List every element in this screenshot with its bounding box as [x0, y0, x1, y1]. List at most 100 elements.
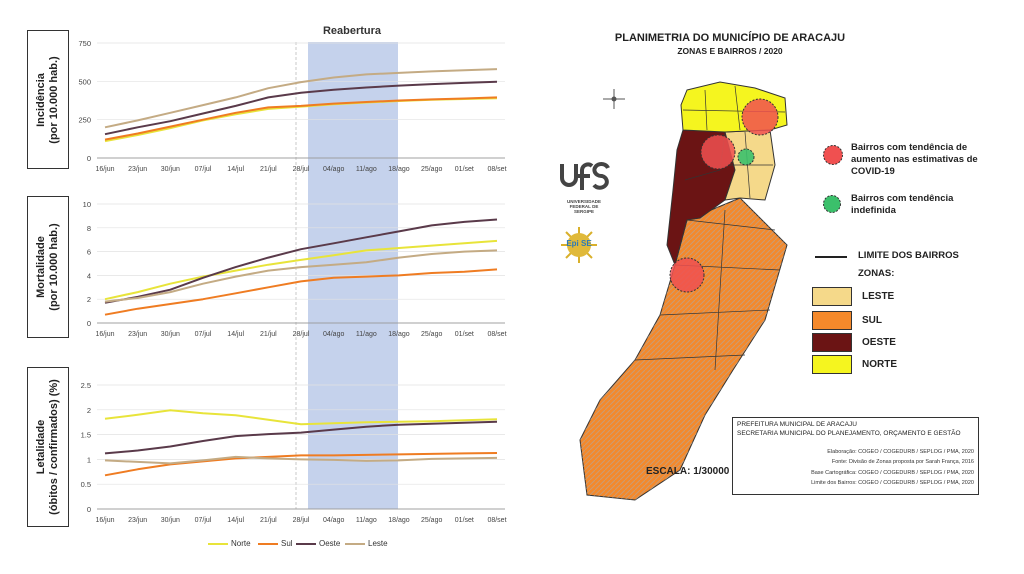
zone-sul-label: SUL — [862, 315, 882, 326]
increase-legend-label: Bairros com tendência de aumento nas est… — [851, 142, 978, 177]
legend-oeste: Oeste — [296, 539, 340, 548]
y-tick-label-p0-2: 500 — [78, 77, 91, 86]
legend-leste-label: Leste — [368, 539, 388, 548]
x-tick-label-p0-10: 25/ago — [421, 166, 443, 173]
legend-leste: Leste — [345, 539, 388, 548]
x-tick-label-p2-3: 07/jul — [195, 517, 212, 524]
limit-legend-line — [815, 256, 847, 258]
x-tick-label-p2-11: 01/set — [455, 517, 474, 524]
map-title: PLANIMETRIA DO MUNICÍPIO DE ARACAJU — [614, 32, 846, 44]
x-tick-label-p1-3: 07/jul — [195, 331, 212, 338]
zone-norte-swatch — [812, 355, 852, 374]
x-tick-label-p2-5: 21/jul — [260, 517, 277, 524]
legend-sul-label: Sul — [281, 539, 293, 548]
increase-circle-2 — [700, 134, 736, 170]
increase-legend-icon — [823, 145, 843, 165]
legend-oeste-label: Oeste — [319, 539, 341, 548]
zone-oeste-swatch — [812, 333, 852, 352]
episerg-logo-text: Epi SE — [566, 239, 592, 248]
y-tick-label-p2-1: 0.5 — [81, 480, 91, 489]
y-tick-label-p1-0: 0 — [87, 319, 91, 328]
x-tick-label-p0-6: 28/jul — [293, 166, 310, 173]
undefined-legend-icon — [823, 195, 841, 213]
legend-oeste-swatch — [296, 542, 316, 545]
zone-legend-norte: NORTE — [812, 355, 897, 374]
legend-sul: Sul — [258, 539, 293, 548]
series-line-norte-p1 — [104, 239, 498, 301]
series-line-oeste-p1 — [104, 218, 498, 304]
x-tick-label-p2-0: 16/jun — [95, 517, 114, 524]
credits-title-2: SECRETARIA MUNICIPAL DO PLANEJAMENTO, OR… — [737, 430, 961, 437]
y-tick-label-p2-2: 1 — [87, 455, 91, 464]
y-label-box-mortality: Mortalidade (por 10.000 hab.) — [27, 196, 69, 338]
x-tick-label-p0-7: 04/ago — [323, 166, 345, 173]
x-tick-label-p1-11: 01/set — [455, 331, 474, 338]
undefined-legend-label: Bairros com tendência indefinida — [851, 193, 954, 216]
x-tick-label-p2-8: 11/ago — [356, 517, 377, 524]
series-line-leste-p0 — [104, 68, 498, 129]
x-tick-label-p1-2: 30/jun — [161, 331, 180, 338]
credits-box: PREFEITURA MUNICIPAL DE ARACAJU SECRETAR… — [732, 417, 979, 495]
x-tick-label-p1-4: 14/jul — [227, 331, 244, 338]
series-line-sul-p0 — [104, 96, 498, 141]
limit-legend-label: LIMITE DOS BAIRROS — [858, 250, 959, 261]
ufs-logo: UNIVERSIDADE FEDERAL DE SERGIPE — [556, 160, 612, 214]
zone-leste-swatch — [812, 287, 852, 306]
increase-circle-1 — [741, 98, 779, 136]
credits-line-3: Base Cartográfica: COGEO / COGEDURB / SE… — [811, 470, 974, 476]
virus-icon — [561, 227, 597, 263]
x-tick-label-p1-1: 23/jun — [128, 331, 147, 338]
y-label-box-incidence: Incidência (por 10.000 hab.) — [27, 30, 69, 169]
credits-line-1: Elaboração: COGEO / COGEDURB / SEPLOG / … — [827, 449, 974, 455]
x-tick-label-p0-2: 30/jun — [161, 166, 180, 173]
y-tick-label-p0-3: 750 — [78, 39, 91, 48]
zone-legend-sul: SUL — [812, 311, 882, 330]
x-tick-label-p0-9: 18/ago — [388, 166, 410, 173]
credits-line-2: Fonte: Divisão de Zonas proposta por Sar… — [831, 459, 974, 465]
x-tick-label-p0-1: 23/jun — [128, 166, 147, 173]
aracaju-zone-map — [579, 81, 788, 501]
legend-leste-swatch — [345, 542, 365, 545]
x-tick-label-p1-12: 08/set — [487, 331, 506, 338]
compass-icon — [603, 89, 625, 109]
undefined-trend-circle — [737, 148, 755, 166]
x-tick-label-p1-9: 18/ago — [388, 331, 410, 338]
x-tick-label-p0-0: 16/jun — [95, 166, 114, 173]
y-tick-label-p1-2: 4 — [87, 271, 91, 280]
zone-legend-leste: LESTE — [812, 287, 894, 306]
x-tick-label-p0-3: 07/jul — [195, 166, 212, 173]
x-tick-label-p2-12: 08/set — [487, 517, 506, 524]
series-line-leste-p1 — [104, 249, 498, 303]
legend-norte: Norte — [208, 539, 251, 548]
x-tick-label-p2-9: 18/ago — [388, 517, 410, 524]
series-line-oeste-p0 — [104, 80, 498, 136]
x-tick-label-p0-8: 11/ago — [356, 166, 377, 173]
zone-sul-swatch — [812, 311, 852, 330]
zones-heading: ZONAS: — [858, 268, 895, 279]
x-tick-label-p1-6: 28/jul — [293, 331, 310, 338]
map-scale: ESCALA: 1/30000 — [646, 466, 730, 477]
y-tick-label-p1-4: 8 — [87, 224, 91, 233]
x-tick-label-p1-10: 25/ago — [421, 331, 443, 338]
y-tick-label-p2-3: 1.5 — [81, 431, 91, 440]
series-line-leste-p2 — [104, 455, 498, 465]
y-tick-label-p2-0: 0 — [87, 505, 91, 514]
series-line-sul-p2 — [104, 452, 498, 477]
reopening-band-title: Reabertura — [323, 25, 382, 37]
x-tick-label-p2-6: 28/jul — [293, 517, 310, 524]
y-tick-label-p0-0: 0 — [87, 154, 91, 163]
x-tick-label-p2-7: 04/ago — [323, 517, 345, 524]
x-tick-label-p2-2: 30/jun — [161, 517, 180, 524]
ufs-logo-mark — [560, 162, 610, 190]
x-tick-label-p0-4: 14/jul — [227, 166, 244, 173]
x-tick-label-p0-5: 21/jul — [260, 166, 277, 173]
x-tick-label-p1-5: 21/jul — [260, 331, 277, 338]
legend-norte-swatch — [208, 542, 228, 545]
x-tick-label-p1-8: 11/ago — [356, 331, 377, 338]
map-subtitle: ZONAS E BAIRROS / 2020 — [677, 46, 783, 56]
x-tick-label-p1-0: 16/jun — [95, 331, 114, 338]
zone-leste-label: LESTE — [862, 291, 895, 302]
x-tick-label-p2-4: 14/jul — [227, 517, 244, 524]
credits-line-4: Limite dos Bairros: COGEO / COGEDURB / S… — [811, 480, 974, 486]
x-tick-label-p2-10: 25/ago — [421, 517, 443, 524]
